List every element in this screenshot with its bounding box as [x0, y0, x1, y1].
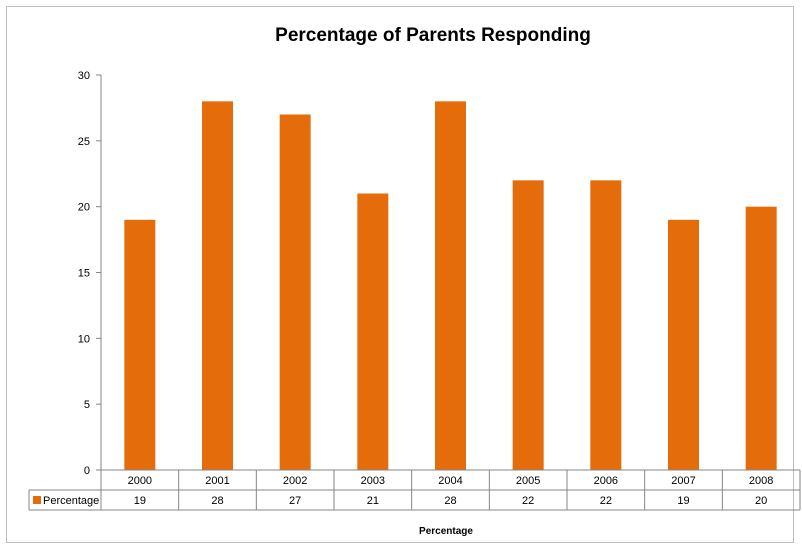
bar [590, 180, 622, 471]
bar [357, 193, 389, 470]
bar [202, 101, 233, 470]
bar [124, 219, 156, 470]
x-category-label: 2007 [671, 475, 695, 487]
y-tick-label: 15 [78, 268, 90, 280]
chart-title: Percentage of Parents Responding [275, 25, 591, 46]
data-table-value: 21 [367, 495, 379, 507]
data-table-value: 20 [755, 495, 767, 507]
x-category-label: 2002 [283, 475, 307, 487]
legend-label: Percentage [43, 495, 99, 507]
x-axis-title: Percentage [419, 526, 473, 537]
bar [745, 206, 777, 470]
y-tick-label: 0 [84, 465, 90, 477]
bars [124, 101, 777, 471]
data-table-value: 22 [522, 495, 534, 507]
y-tick-label: 25 [78, 136, 90, 148]
y-axis-ticks: 0 5 10 15 20 25 30 [78, 70, 101, 477]
data-table-value: 19 [134, 495, 146, 507]
y-tick-label: 10 [78, 333, 90, 345]
bar [435, 101, 466, 470]
y-tick-label: 20 [78, 202, 90, 214]
data-table-value: 28 [211, 495, 223, 507]
x-category-label: 2006 [594, 475, 618, 487]
x-category-label: 2005 [516, 475, 540, 487]
x-category-label: 2000 [128, 475, 152, 487]
bar [668, 219, 699, 470]
y-tick-label: 30 [78, 70, 90, 82]
data-table-value: 28 [444, 495, 456, 507]
data-table-value: 22 [600, 495, 612, 507]
x-category-label: 2008 [749, 475, 773, 487]
legend-swatch [33, 496, 41, 504]
x-category-label: 2004 [438, 475, 462, 487]
x-category-label: 2003 [361, 475, 385, 487]
bar [279, 114, 311, 470]
bar [512, 180, 544, 471]
data-table-value: 19 [677, 495, 689, 507]
data-table: 2000 19 2001 28 2002 27 2003 21 2004 28 2005 22 2006… [28, 469, 801, 511]
y-tick-label: 5 [84, 399, 90, 411]
x-category-label: 2001 [205, 475, 229, 487]
data-table-value: 27 [289, 495, 301, 507]
